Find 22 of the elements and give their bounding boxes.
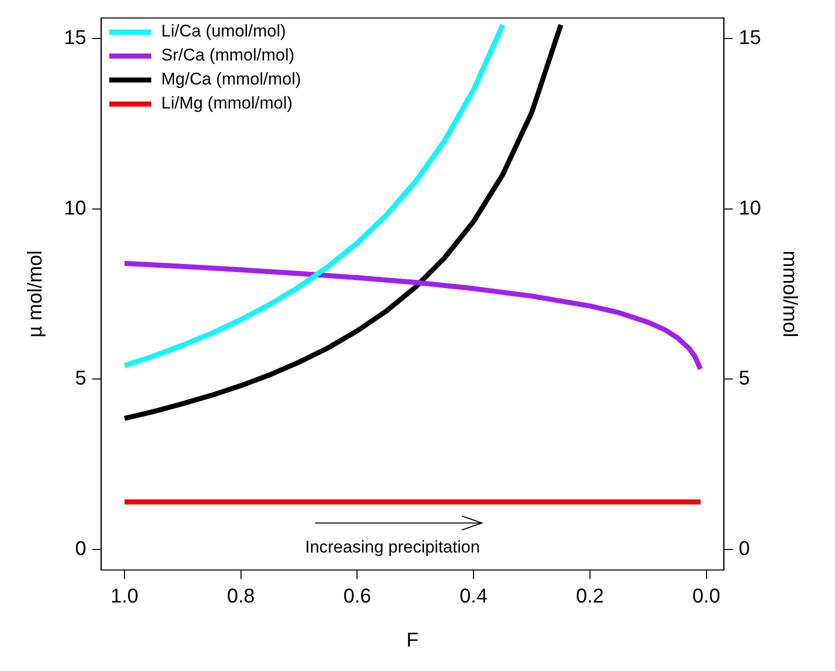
x-axis-title: F — [406, 630, 419, 652]
y-tick-label: 15 — [64, 26, 86, 49]
legend-label: Sr/Ca (mmol/mol) — [161, 46, 294, 65]
legend-label: Mg/Ca (mmol/mol) — [161, 70, 302, 89]
y-tick-label: 0 — [75, 538, 86, 560]
x-tick-label: 0.6 — [343, 586, 372, 608]
y2-tick-label: 15 — [738, 26, 762, 49]
x-tick-label: 0.2 — [576, 586, 604, 608]
y2-axis-title: mmol/mol — [778, 250, 800, 338]
y-axis-title: µ mol/mol — [24, 250, 47, 338]
y2-tick-label: 0 — [738, 538, 750, 560]
x-tick-label: 0.0 — [692, 586, 720, 608]
y-tick-label: 5 — [75, 368, 86, 390]
x-tick-label: 0.8 — [226, 586, 255, 608]
legend-label: Li/Ca (umol/mol) — [161, 22, 286, 41]
y2-tick-label: 5 — [738, 368, 750, 390]
x-tick-label: 0.4 — [460, 586, 488, 608]
y2-tick-label: 10 — [738, 197, 762, 220]
x-tick-label: 1.0 — [110, 586, 138, 608]
y-tick-label: 10 — [64, 197, 86, 220]
legend-label: Li/Mg (mmol/mol) — [161, 94, 293, 113]
annotation: Increasing precipitation — [305, 538, 480, 557]
